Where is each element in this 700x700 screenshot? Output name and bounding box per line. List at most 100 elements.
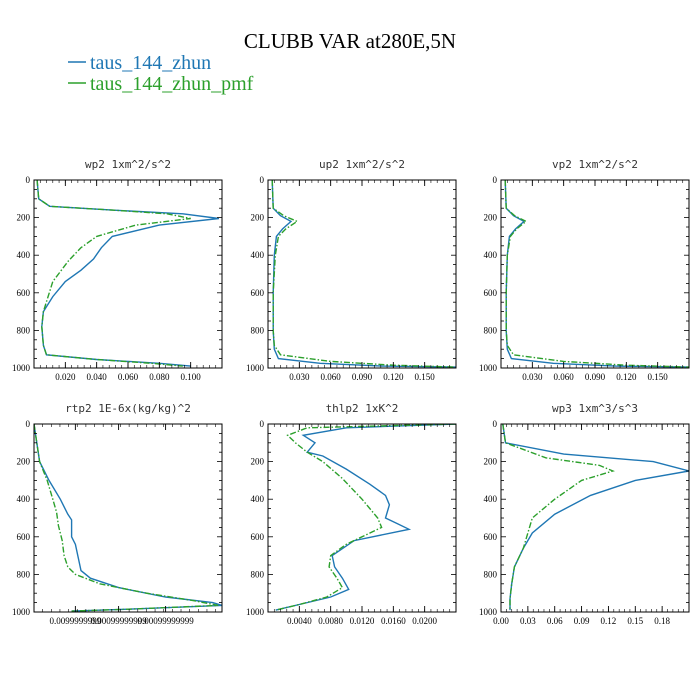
y-tick-label: 800: [251, 325, 265, 335]
y-tick-label: 200: [17, 213, 31, 223]
legend-label-1: taus_144_zhun_pmf: [90, 73, 254, 95]
x-tick-label: 0.090: [585, 372, 606, 382]
x-tick-label: 0.150: [648, 372, 669, 382]
y-tick-label: 1000: [246, 363, 265, 373]
panel-0: wp2 1xm^2/s^2 0 200 400 600 800 1000 0.020 0.040…: [12, 158, 223, 382]
x-tick-label: 0.03: [520, 616, 536, 626]
series-line-3-0: [34, 424, 222, 612]
panel-frame-3: [33, 423, 223, 613]
panel-title-1: up2 1xm^2/s^2: [319, 158, 405, 171]
y-tick-label: 400: [251, 494, 265, 504]
y-tick-label: 800: [17, 569, 31, 579]
y-tick-label: 200: [251, 457, 265, 467]
y-tick-label: 0: [26, 175, 31, 185]
panel-title-0: wp2 1xm^2/s^2: [85, 158, 171, 171]
y-tick-label: 1000: [12, 363, 31, 373]
y-tick-label: 400: [484, 250, 498, 260]
figure-title: CLUBB VAR at280E,5N: [244, 29, 456, 53]
y-tick-label: 400: [17, 494, 31, 504]
series-line-1-1: [271, 180, 456, 368]
x-tick-label: 0.0099999999: [49, 616, 101, 626]
y-tick-label: 800: [484, 569, 498, 579]
x-tick-label: 0.060: [554, 372, 575, 382]
panel-title-2: vp2 1xm^2/s^2: [552, 158, 638, 171]
x-tick-label: 0.120: [616, 372, 637, 382]
x-tick-label: 0.100: [181, 372, 202, 382]
y-tick-label: 200: [484, 213, 498, 223]
x-tick-label: 0.18: [654, 616, 670, 626]
y-tick-label: 0: [493, 419, 498, 429]
panel-frame-2: [500, 179, 690, 369]
y-tick-label: 0: [260, 419, 265, 429]
x-tick-label: 0.0120: [350, 616, 375, 626]
y-tick-label: 600: [251, 288, 265, 298]
panel-title-5: wp3 1xm^3/s^3: [552, 402, 638, 415]
y-tick-label: 600: [17, 532, 31, 542]
y-tick-label: 0: [260, 175, 265, 185]
y-tick-label: 200: [17, 457, 31, 467]
series-line-4-0: [275, 424, 456, 611]
panel-4: thlp2 1xK^2 0 200 400 600 800 1000 0.0040 0.0080…: [246, 402, 457, 626]
x-tick-label: 0.120: [383, 372, 404, 382]
x-tick-label: 0.12: [601, 616, 617, 626]
x-tick-label: 0.06: [547, 616, 563, 626]
y-tick-label: 600: [17, 288, 31, 298]
y-tick-label: 1000: [246, 607, 265, 617]
y-tick-label: 800: [251, 569, 265, 579]
legend-label-0: taus_144_zhun: [90, 52, 211, 74]
y-tick-label: 200: [484, 457, 498, 467]
panel-title-4: thlp2 1xK^2: [326, 402, 399, 415]
panel-1: up2 1xm^2/s^2 0 200 400 600 800 1000 0.030 0.060…: [246, 158, 457, 382]
y-tick-label: 400: [484, 494, 498, 504]
series-line-5-1: [502, 424, 615, 611]
series-line-1-0: [271, 180, 456, 368]
x-tick-label: 0.0160: [381, 616, 406, 626]
x-tick-label: 0.00: [493, 616, 509, 626]
x-tick-label: 0.080: [149, 372, 170, 382]
y-tick-label: 400: [17, 250, 31, 260]
y-tick-label: 800: [484, 325, 498, 335]
x-tick-label: 0.030: [522, 372, 543, 382]
x-tick-label: 0.060: [321, 372, 342, 382]
y-tick-label: 1000: [479, 363, 498, 373]
x-tick-label: 0.0080: [318, 616, 343, 626]
y-tick-label: 600: [251, 532, 265, 542]
series-line-5-0: [502, 424, 689, 611]
y-tick-label: 0: [26, 419, 31, 429]
panel-frame-0: [33, 179, 223, 369]
x-tick-label: 0.0200: [412, 616, 437, 626]
x-tick-label: 0.0040: [287, 616, 312, 626]
panel-frame-4: [267, 423, 457, 613]
y-tick-label: 800: [17, 325, 31, 335]
y-tick-label: 0: [493, 175, 498, 185]
series-line-4-1: [275, 424, 456, 611]
x-tick-label: 0.030: [289, 372, 310, 382]
x-tick-label: 0.150: [415, 372, 436, 382]
x-tick-label: 0.090: [352, 372, 373, 382]
panel-3: rtp2 1E-6x(kg/kg)^2 0 200 400 600 800 1000 0.00…: [12, 402, 223, 626]
x-tick-label: 0.040: [87, 372, 108, 382]
panel-frame-5: [500, 423, 690, 613]
x-tick-label: 0.060: [118, 372, 139, 382]
series-line-2-1: [504, 180, 689, 368]
x-tick-label: 0.15: [627, 616, 643, 626]
y-tick-label: 1000: [12, 607, 31, 617]
series-line-3-1: [34, 424, 219, 612]
legend: taus_144_zhun taus_144_zhun_pmf: [68, 52, 254, 95]
x-tick-label: 0.09: [574, 616, 590, 626]
series-line-2-0: [504, 180, 689, 368]
x-tick-label: 0.00099999999: [137, 616, 194, 626]
series-line-0-0: [36, 180, 219, 367]
x-tick-label: 0.00099999999: [90, 616, 147, 626]
y-tick-label: 200: [251, 213, 265, 223]
series-line-0-1: [36, 180, 191, 367]
panel-title-3: rtp2 1E-6x(kg/kg)^2: [65, 402, 191, 415]
panel-frame-1: [267, 179, 457, 369]
y-tick-label: 1000: [479, 607, 498, 617]
y-tick-label: 400: [251, 250, 265, 260]
y-tick-label: 600: [484, 288, 498, 298]
panel-grid: wp2 1xm^2/s^2 0 200 400 600 800 1000 0.020 0.040…: [12, 158, 690, 626]
y-tick-label: 600: [484, 532, 498, 542]
